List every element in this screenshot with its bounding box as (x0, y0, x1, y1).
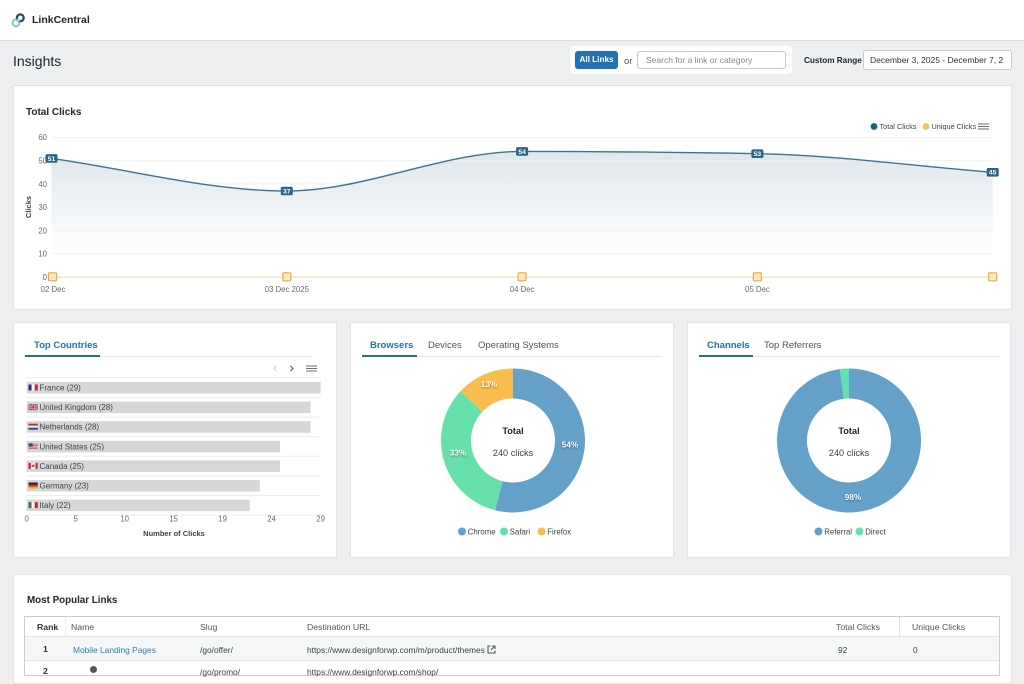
svg-text:03 Dec 2025: 03 Dec 2025 (265, 285, 310, 294)
svg-text:Total: Total (502, 426, 523, 436)
svg-text:Total Clicks: Total Clicks (880, 122, 917, 131)
svg-text:20: 20 (38, 226, 47, 235)
svg-text:Germany (23): Germany (23) (40, 482, 90, 491)
svg-text:24: 24 (267, 515, 276, 524)
svg-text:15: 15 (169, 515, 178, 524)
svg-text:Canada (25): Canada (25) (40, 462, 85, 471)
svg-text:60: 60 (38, 133, 47, 142)
svg-text:240 clicks: 240 clicks (829, 448, 870, 458)
svg-text:Chrome: Chrome (468, 527, 496, 536)
svg-text:10: 10 (38, 250, 47, 259)
svg-text:30: 30 (38, 203, 47, 212)
svg-text:Firefox: Firefox (547, 527, 571, 536)
svg-text:Total: Total (838, 426, 859, 436)
svg-text:29: 29 (316, 515, 325, 524)
svg-text:40: 40 (38, 180, 47, 189)
svg-text:53: 53 (754, 151, 762, 158)
svg-text:19: 19 (218, 515, 227, 524)
svg-text:37: 37 (283, 188, 291, 195)
svg-text:Direct: Direct (865, 527, 886, 536)
svg-text:Clicks: Clicks (24, 196, 33, 218)
svg-text:United States (25): United States (25) (40, 442, 105, 451)
svg-text:13%: 13% (481, 380, 498, 389)
svg-text:02 Dec: 02 Dec (41, 285, 66, 294)
svg-text:51: 51 (48, 156, 56, 163)
svg-text:33%: 33% (450, 449, 467, 458)
svg-text:45: 45 (989, 170, 997, 177)
svg-text:0: 0 (43, 273, 48, 282)
svg-text:0: 0 (25, 515, 30, 524)
svg-text:France (29): France (29) (40, 384, 82, 393)
svg-text:98%: 98% (845, 493, 862, 502)
svg-text:240 clicks: 240 clicks (493, 448, 534, 458)
svg-text:10: 10 (120, 515, 129, 524)
svg-text:Referral: Referral (824, 527, 852, 536)
svg-text:04 Dec: 04 Dec (510, 285, 535, 294)
svg-text:United Kingdom (28): United Kingdom (28) (40, 403, 114, 412)
svg-text:54%: 54% (562, 441, 579, 450)
svg-text:5: 5 (74, 515, 79, 524)
svg-text:50: 50 (38, 157, 47, 166)
svg-text:Number of Clicks: Number of Clicks (143, 529, 205, 538)
svg-text:Unique Clicks: Unique Clicks (932, 122, 977, 131)
svg-text:Netherlands (28): Netherlands (28) (40, 423, 100, 432)
svg-text:Italy (22): Italy (22) (40, 501, 71, 510)
svg-text:54: 54 (518, 149, 526, 156)
svg-text:05 Dec: 05 Dec (745, 285, 770, 294)
svg-text:Safari: Safari (510, 527, 531, 536)
